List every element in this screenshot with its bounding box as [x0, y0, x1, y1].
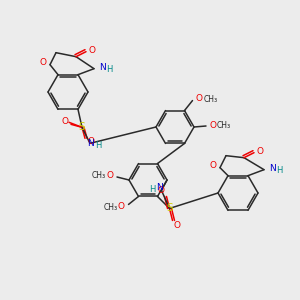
Text: H: H	[149, 185, 156, 194]
Text: O: O	[88, 137, 94, 146]
Text: CH₃: CH₃	[217, 122, 231, 130]
Text: O: O	[174, 221, 181, 230]
Text: O: O	[88, 46, 95, 55]
Text: H: H	[276, 166, 282, 175]
Text: O: O	[106, 170, 113, 179]
Text: N: N	[88, 139, 94, 148]
Text: O: O	[158, 186, 165, 195]
Text: O: O	[196, 94, 203, 103]
Text: N: N	[268, 164, 275, 173]
Text: S: S	[166, 203, 173, 214]
Text: O: O	[256, 147, 263, 156]
Text: O: O	[118, 202, 125, 211]
Text: O: O	[209, 161, 217, 170]
Text: O: O	[209, 121, 217, 130]
Text: N: N	[156, 183, 163, 192]
Text: H: H	[106, 65, 112, 74]
Text: CH₃: CH₃	[103, 203, 118, 212]
Text: S: S	[79, 122, 85, 132]
Text: N: N	[99, 63, 105, 72]
Text: O: O	[40, 58, 46, 67]
Text: H: H	[95, 141, 101, 150]
Text: O: O	[61, 117, 68, 126]
Text: CH₃: CH₃	[203, 95, 218, 104]
Text: CH₃: CH₃	[92, 172, 106, 181]
